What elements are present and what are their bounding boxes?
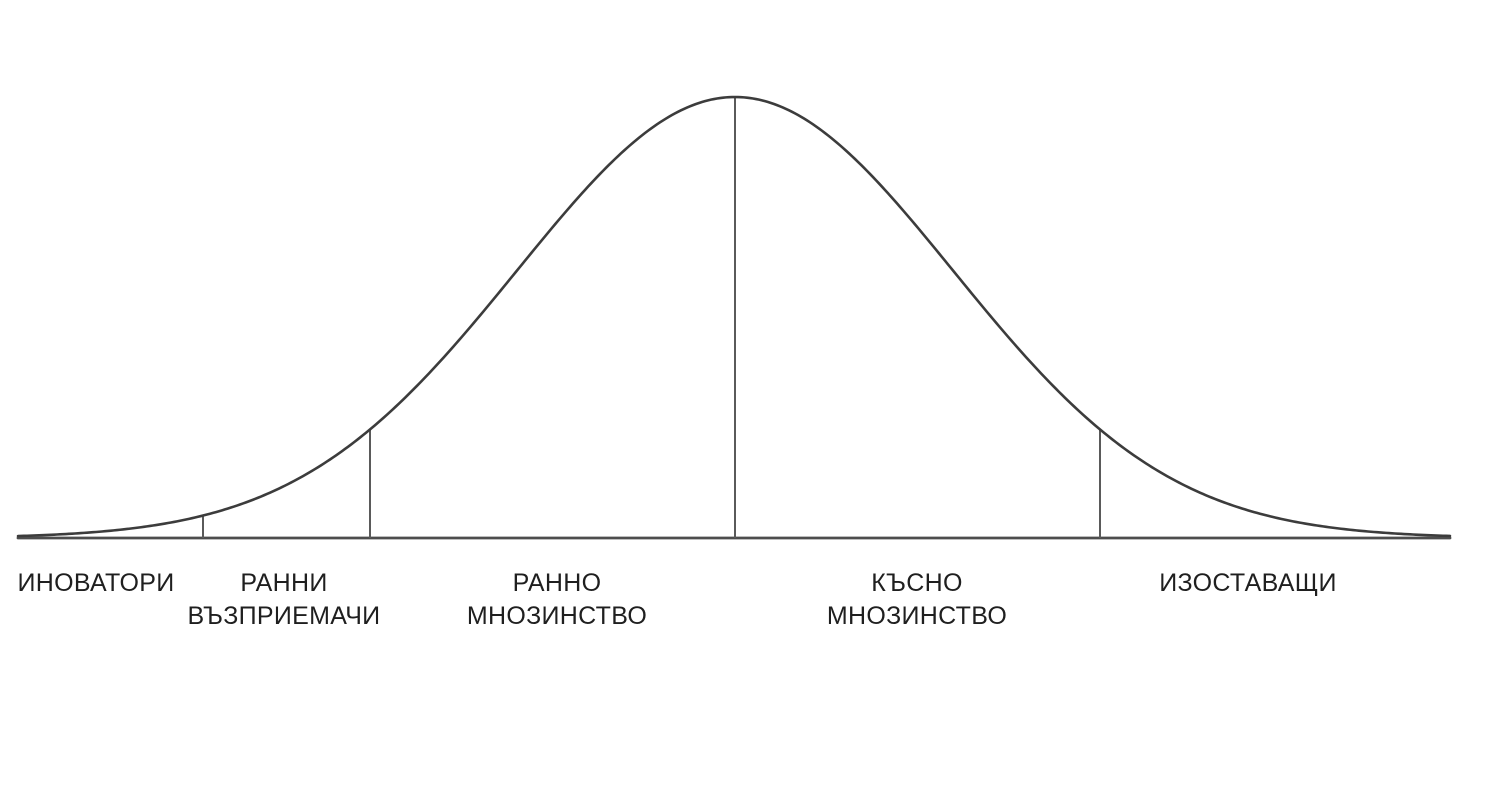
- label-early-majority: РАННО МНОЗИНСТВО: [467, 567, 647, 633]
- label-laggards: ИЗОСТАВАЩИ: [1159, 567, 1337, 600]
- label-line: РАННИ: [240, 569, 328, 597]
- label-line: КЪСНО: [871, 569, 963, 597]
- label-line: ИНОВАТОРИ: [17, 569, 175, 597]
- label-innovators: ИНОВАТОРИ: [18, 567, 175, 600]
- segment-dividers: [202, 97, 1101, 538]
- label-line: МНОЗИНСТВО: [826, 602, 1008, 630]
- label-line: ВЪЗПРИЕМАЧИ: [187, 602, 381, 630]
- bell-curve-path: [16, 95, 1452, 538]
- label-early-adopters: РАННИ ВЪЗПРИЕМАЧИ: [188, 567, 381, 633]
- label-line: ИЗОСТАВАЩИ: [1159, 569, 1337, 597]
- label-late-majority: КЪСНО МНОЗИНСТВО: [827, 567, 1007, 633]
- label-line: РАННО: [512, 569, 602, 597]
- label-line: МНОЗИНСТВО: [466, 602, 648, 630]
